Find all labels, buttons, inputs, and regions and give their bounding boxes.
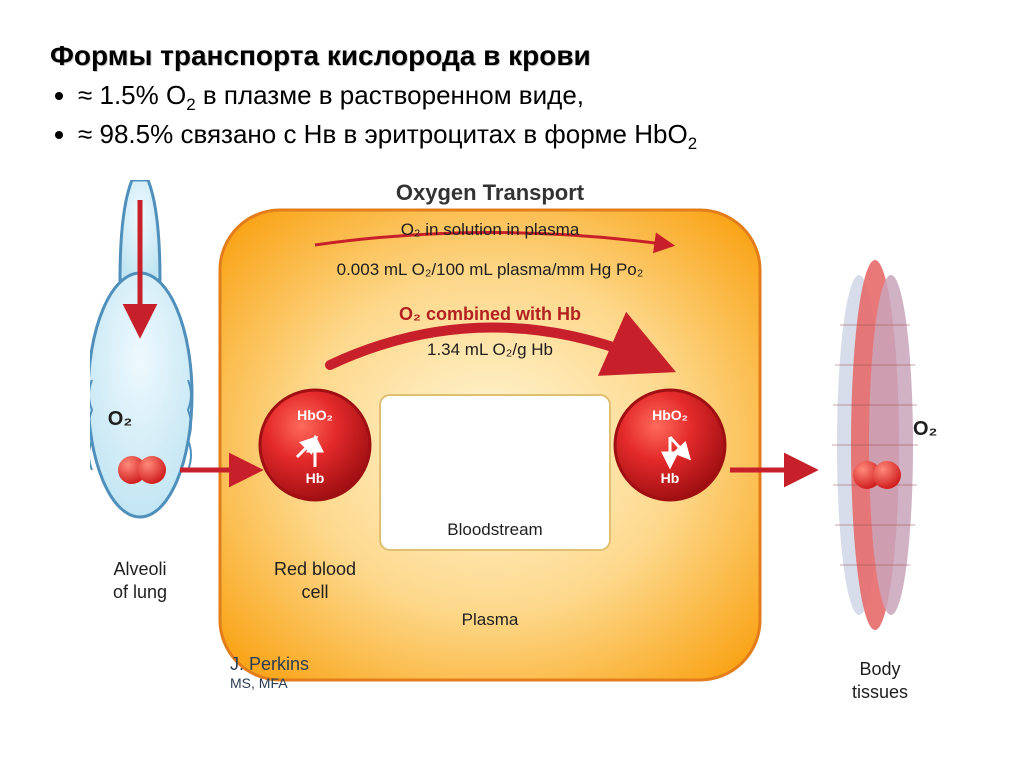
sub: 2 — [186, 95, 195, 114]
bloodstream-label: Bloodstream — [447, 520, 542, 539]
hb-path-label: O₂ combined with Hb — [399, 304, 581, 324]
bullet-text: ≈ 1.5% О — [78, 80, 186, 110]
hb-path-value: 1.34 mL O₂/g Hb — [427, 340, 553, 359]
o2-molecule-icon — [873, 461, 901, 489]
author-credit-sub: MS, MFA — [230, 675, 288, 691]
rbc-caption: Red blood — [274, 559, 356, 579]
bullet-item: ≈ 98.5% связано с Нв в эритроцитах в фор… — [78, 119, 974, 154]
bullet-text: ≈ 98.5% связано с Нв в эритроцитах в фор… — [78, 119, 688, 149]
diagram-figure: Oxygen Transport O₂ in solution in plasm… — [90, 180, 940, 720]
bullet-list: ≈ 1.5% О2 в плазме в растворенном виде, … — [50, 80, 974, 154]
slide-title: Формы транспорта кислорода в крови — [50, 40, 974, 72]
plasma-path-value: 0.003 mL O₂/100 mL plasma/mm Hg Po₂ — [337, 260, 644, 279]
hb-label: Hb — [661, 470, 680, 486]
rbc-caption: cell — [301, 582, 328, 602]
bullet-text: в плазме в растворенном виде, — [196, 80, 584, 110]
plasma-path-label: O₂ in solution in plasma — [401, 220, 580, 239]
hb-label: Hb — [306, 470, 325, 486]
bullet-item: ≈ 1.5% О2 в плазме в растворенном виде, — [78, 80, 974, 115]
hbo2-label: HbO₂ — [297, 407, 333, 423]
tissue-o2-label: O₂ — [913, 418, 937, 440]
plasma-label: Plasma — [462, 610, 519, 629]
body-caption: Body — [859, 659, 900, 679]
o2-molecule-icon — [138, 456, 166, 484]
diagram-title: Oxygen Transport — [396, 180, 585, 205]
rbc-right: HbO₂ Hb — [615, 390, 725, 500]
alveoli-caption: of lung — [113, 582, 167, 602]
hbo2-label: HbO₂ — [652, 407, 688, 423]
body-caption: tissues — [852, 682, 908, 702]
alveoli-o2-label: O₂ — [108, 408, 132, 430]
alveoli-caption: Alveoli — [113, 559, 166, 579]
rbc-left: HbO₂ Hb — [260, 390, 370, 500]
alveoli-group: O₂ — [90, 180, 192, 517]
author-credit: J. Perkins — [230, 654, 309, 674]
body-tissues: O₂ — [832, 260, 937, 630]
sub: 2 — [688, 134, 697, 153]
